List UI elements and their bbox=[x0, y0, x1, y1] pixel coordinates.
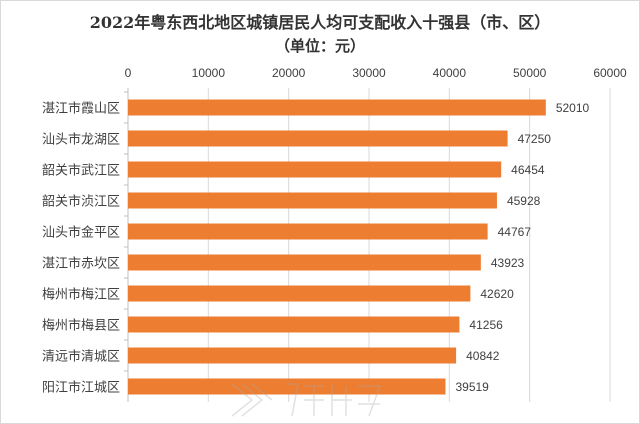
data-label: 40842 bbox=[466, 349, 500, 363]
bar bbox=[128, 223, 488, 240]
x-tick-label: 40000 bbox=[433, 66, 467, 80]
category-label: 阳江市江城区 bbox=[42, 380, 120, 396]
data-label: 45928 bbox=[507, 194, 541, 208]
chart-title: 2022年粤东西北地区城镇居民人均可支配收入十强县（市、区） bbox=[89, 13, 551, 32]
x-tick-label: 20000 bbox=[272, 66, 306, 80]
x-tick-label: 0 bbox=[125, 66, 132, 80]
category-label: 汕头市金平区 bbox=[42, 225, 120, 241]
data-label: 42620 bbox=[480, 287, 514, 301]
category-label: 韶关市武江区 bbox=[42, 163, 120, 179]
data-label: 44767 bbox=[498, 225, 532, 239]
data-label: 46454 bbox=[511, 163, 545, 177]
category-label: 梅州市梅江区 bbox=[42, 287, 120, 303]
bar bbox=[128, 99, 546, 116]
category-label: 韶关市浈江区 bbox=[42, 194, 120, 210]
category-label: 梅州市梅县区 bbox=[42, 318, 120, 334]
x-tick-label: 60000 bbox=[593, 66, 627, 80]
bar bbox=[128, 254, 481, 271]
bar bbox=[128, 192, 497, 209]
data-label: 43923 bbox=[491, 256, 525, 270]
data-label: 39519 bbox=[455, 380, 489, 394]
category-label: 湛江市霞山区 bbox=[42, 101, 120, 117]
x-tick-label: 50000 bbox=[513, 66, 547, 80]
bar bbox=[128, 161, 502, 178]
bar bbox=[128, 347, 457, 364]
chart-subtitle: （单位：元） bbox=[274, 37, 365, 55]
category-label: 清远市清城区 bbox=[42, 349, 120, 365]
data-label: 41256 bbox=[469, 318, 503, 332]
bar bbox=[128, 285, 471, 302]
data-label: 52010 bbox=[556, 101, 590, 115]
x-tick-label: 10000 bbox=[192, 66, 226, 80]
data-label: 47250 bbox=[518, 132, 552, 146]
x-tick-label: 30000 bbox=[352, 66, 386, 80]
category-label: 湛江市赤坎区 bbox=[42, 256, 120, 272]
watermark-logo bbox=[231, 383, 382, 417]
bar bbox=[128, 316, 460, 333]
bar bbox=[128, 130, 508, 147]
bar bbox=[128, 378, 446, 395]
category-label: 汕头市龙湖区 bbox=[42, 132, 120, 148]
